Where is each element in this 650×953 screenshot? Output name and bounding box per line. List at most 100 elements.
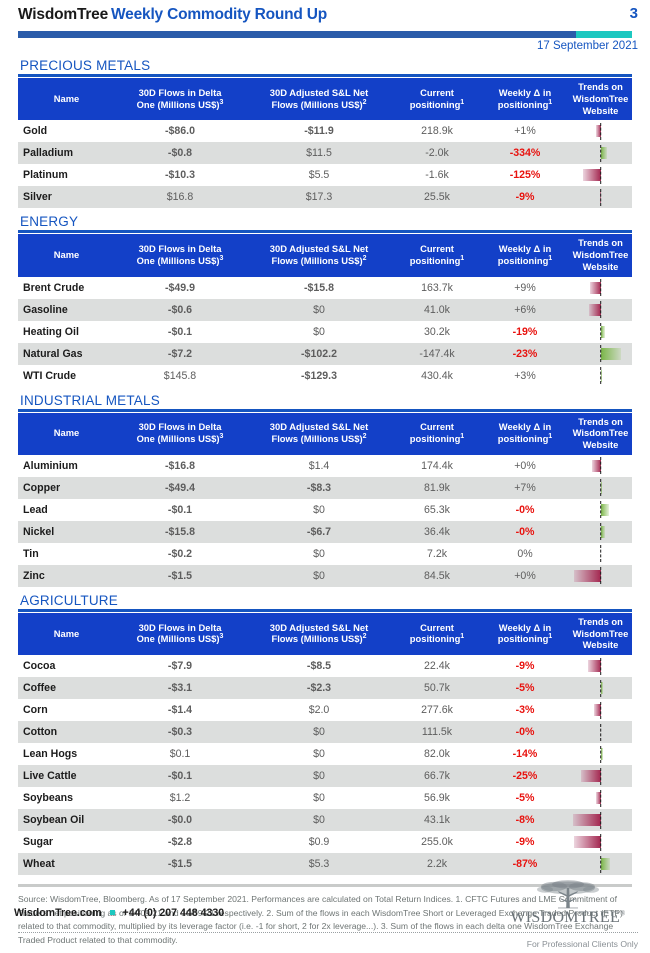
cell-delta-one-flows: -$0.1 [167, 503, 193, 516]
column-header-current-positioning: Current positioning1 [393, 78, 481, 121]
cell-trend-sparkline[interactable] [569, 120, 632, 142]
cell-weekly-delta: +0% [481, 564, 569, 587]
cell-adjusted-net-flows: -$8.3 [245, 476, 393, 499]
sparkline [573, 767, 628, 785]
masthead: WisdomTree Weekly Commodity Round Up 3 [0, 0, 650, 30]
brand-name: WisdomTree [18, 6, 109, 23]
commodity-table: Name 30D Flows in Delta One (Millions US$)… [18, 412, 632, 587]
cell-delta-one-flows: -$15.8 [115, 520, 245, 543]
cell-trend-sparkline[interactable] [569, 342, 632, 365]
cell-delta-one-flows: -$1.4 [167, 704, 193, 716]
cell-delta-one-flows: $1.2 [169, 792, 191, 804]
cell-weekly-delta: +3% [514, 369, 536, 382]
table-header-row: Name 30D Flows in Delta One (Millions US$)… [18, 78, 632, 121]
cell-trend-sparkline[interactable] [569, 164, 632, 186]
cell-trend-sparkline[interactable] [569, 809, 632, 831]
column-header-trends: Trends on WisdomTree Website [569, 234, 632, 277]
cell-current-positioning: 277.6k [421, 704, 453, 716]
cell-trend-sparkline[interactable] [569, 499, 632, 521]
sparkline [573, 144, 628, 162]
cell-trend-sparkline[interactable] [569, 655, 632, 677]
cell-trend-sparkline[interactable] [569, 743, 632, 765]
cell-weekly-delta: -0% [481, 520, 569, 543]
sparkline-bar-negative [587, 660, 601, 672]
sparkline-bar-negative [588, 303, 601, 316]
sparkline-bar-positive [600, 369, 603, 382]
sparkline [573, 188, 628, 206]
sparkline-bar-negative [592, 459, 601, 472]
cell-delta-one-flows: $0.1 [169, 748, 191, 760]
cell-current-positioning: 43.1k [393, 809, 481, 831]
cell-trend-sparkline[interactable] [569, 321, 632, 343]
cell-adjusted-net-flows: $5.5 [308, 169, 330, 182]
cell-adjusted-net-flows: $0 [245, 564, 393, 587]
phone-number[interactable]: +44 (0) 207 448 4330 [122, 907, 225, 919]
table-row: Palladium -$0.8 $11.5 -2.0k -334% [18, 142, 632, 165]
cell-adjusted-net-flows: -$129.3 [301, 369, 337, 382]
sparkline-zero-line [599, 144, 601, 162]
cell-delta-one-flows: -$3.1 [115, 677, 245, 699]
cell-commodity-name: Aluminium [23, 459, 78, 472]
table-row: Natural Gas -$7.2 -$102.2 -147.4k -23% [18, 342, 632, 365]
cell-weekly-delta: -14% [512, 748, 538, 760]
table-row: Silver $16.8 $17.3 25.5k -9% [18, 186, 632, 209]
report-date: 17 September 2021 [536, 40, 638, 52]
sparkline-zero-line [599, 122, 601, 140]
cell-trend-sparkline[interactable] [569, 455, 632, 477]
sparkline-zero-line [599, 701, 601, 719]
cell-trend-sparkline[interactable] [569, 142, 632, 165]
cell-current-positioning: 66.7k [393, 765, 481, 787]
cell-trend-sparkline[interactable] [569, 831, 632, 853]
sparkline [573, 545, 628, 563]
website-link[interactable]: WisdomTree.com [14, 907, 102, 919]
cell-trend-sparkline[interactable] [569, 277, 632, 299]
cell-trend-sparkline[interactable] [569, 765, 632, 787]
cell-current-positioning: 30.2k [424, 325, 450, 338]
table-header-row: Name 30D Flows in Delta One (Millions US$)… [18, 412, 632, 455]
cell-trend-sparkline[interactable] [569, 853, 632, 875]
commodity-section: PRECIOUS METALS Name 30D Flows in Delta One… [18, 52, 632, 209]
sparkline-zero-line [599, 501, 601, 519]
table-row: Live Cattle -$0.1 $0 66.7k -25% [18, 765, 632, 787]
sparkline [573, 345, 628, 362]
commodity-section: AGRICULTURE Name 30D Flows in Delta One (Mi… [18, 587, 632, 875]
cell-trend-sparkline[interactable] [569, 699, 632, 721]
sparkline [573, 479, 628, 497]
table-row: Nickel -$15.8 -$6.7 36.4k -0% [18, 520, 632, 543]
column-header-delta-one-flows: 30D Flows in Delta One (Millions US$)3 [115, 612, 245, 655]
cell-weekly-delta: -19% [512, 325, 538, 338]
cell-trend-sparkline[interactable] [569, 787, 632, 809]
table-row: Zinc -$1.5 $0 84.5k +0% [18, 564, 632, 587]
sparkline-zero-line [599, 679, 601, 697]
report-title: Weekly Commodity Round Up [111, 6, 328, 23]
cell-trend-sparkline[interactable] [569, 520, 632, 543]
cell-trend-sparkline[interactable] [569, 543, 632, 565]
table-row: Gold -$86.0 -$11.9 218.9k +1% [18, 120, 632, 142]
cell-trend-sparkline[interactable] [569, 365, 632, 387]
column-header-weekly-delta-positioning: Weekly Δ in positioning1 [481, 412, 569, 455]
sparkline-zero-line [599, 545, 601, 563]
sparkline-zero-line [599, 723, 601, 741]
sparkline-bar-positive [600, 858, 610, 870]
cell-trend-sparkline[interactable] [569, 476, 632, 499]
cell-trend-sparkline[interactable] [569, 721, 632, 743]
sparkline-bar-positive [600, 325, 605, 338]
sparkline-zero-line [599, 279, 601, 296]
column-header-delta-one-flows: 30D Flows in Delta One (Millions US$)3 [115, 78, 245, 121]
cell-trend-sparkline[interactable] [569, 186, 632, 209]
column-header-trends: Trends on WisdomTree Website [569, 78, 632, 121]
sparkline-zero-line [599, 367, 601, 384]
column-header-delta-one-flows: 30D Flows in Delta One (Millions US$)3 [115, 234, 245, 277]
cell-trend-sparkline[interactable] [569, 677, 632, 699]
cell-trend-sparkline[interactable] [569, 564, 632, 587]
cell-current-positioning: -1.6k [425, 169, 449, 182]
cell-weekly-delta: -8% [481, 809, 569, 831]
cell-weekly-delta: -0% [515, 503, 535, 516]
sparkline-bar-positive [600, 682, 604, 694]
sparkline-bar-negative [595, 792, 601, 804]
cell-commodity-name: Live Cattle [18, 765, 115, 787]
cell-trend-sparkline[interactable] [569, 298, 632, 321]
cell-delta-one-flows: -$0.0 [115, 809, 245, 831]
sparkline-zero-line [599, 345, 601, 362]
column-header-delta-one-flows: 30D Flows in Delta One (Millions US$)3 [115, 412, 245, 455]
